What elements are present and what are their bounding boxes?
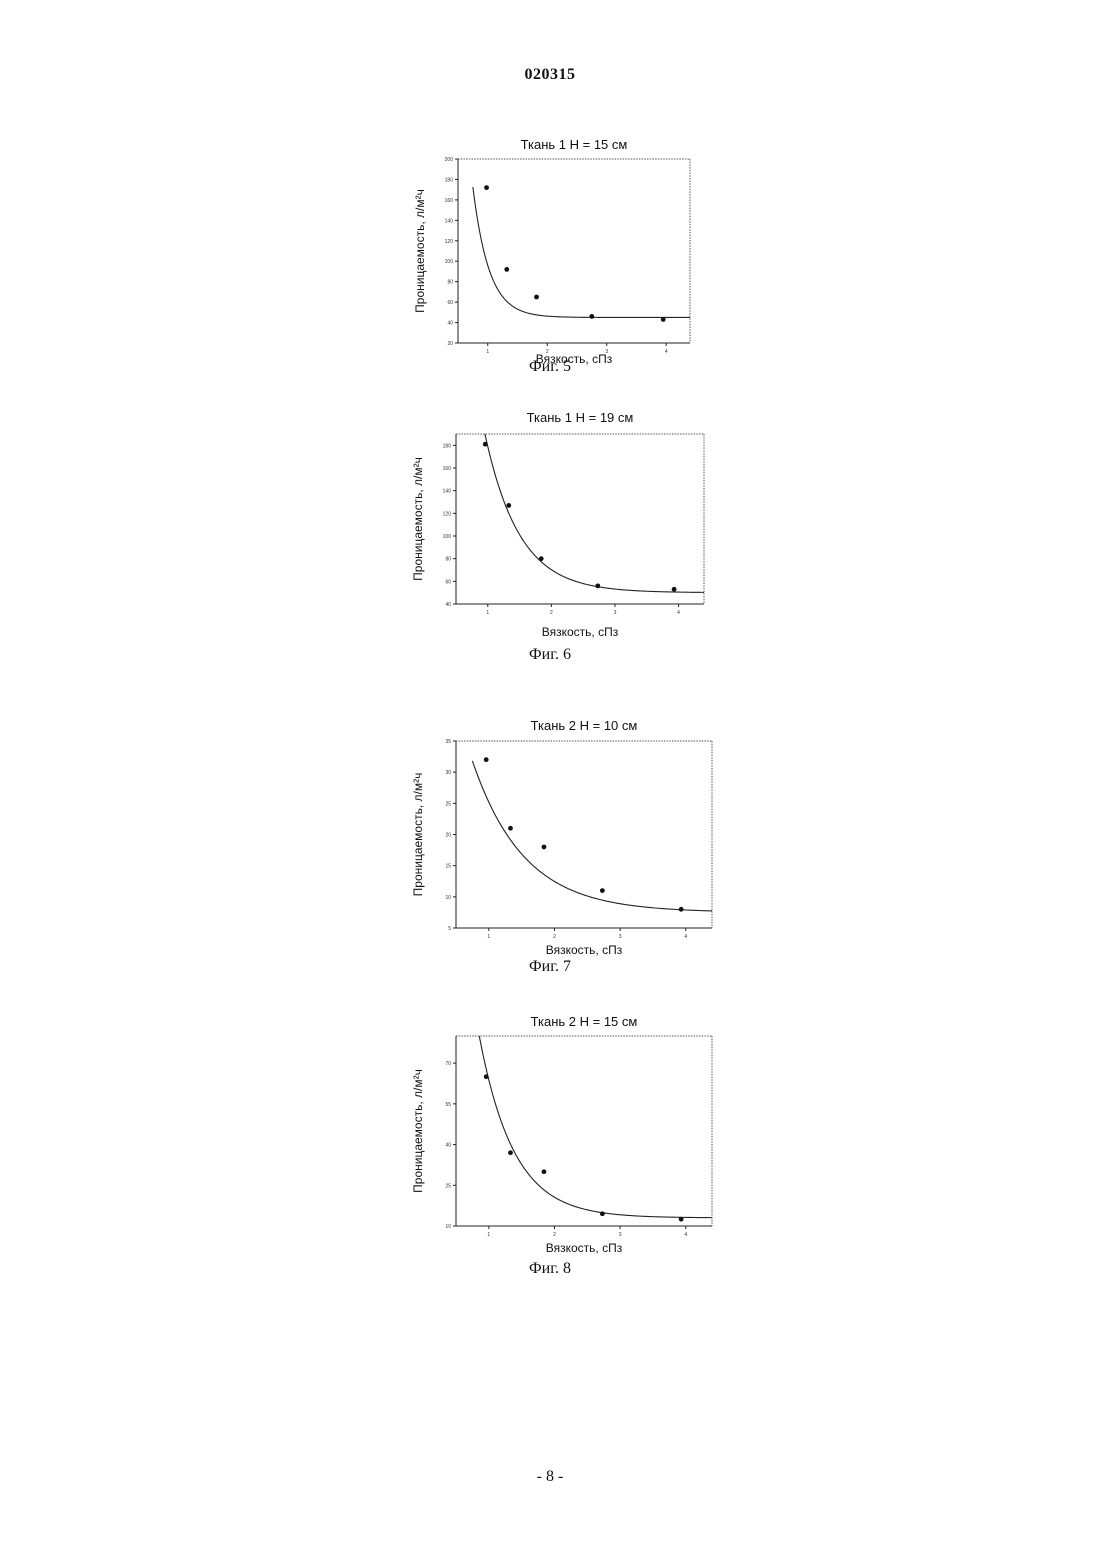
x-tick-label: 3 [614, 610, 617, 616]
document-number: 020315 [0, 66, 1100, 84]
y-axis-label: Проницаемость, л/м²ч [411, 773, 425, 897]
x-tick-label: 1 [487, 1232, 490, 1238]
fit-curve [472, 996, 712, 1218]
x-tick-label: 2 [553, 934, 556, 940]
y-tick-label: 30 [445, 770, 451, 776]
data-point [679, 907, 684, 912]
chart-title: Ткань 1 H = 19 см [527, 410, 634, 425]
data-point [504, 267, 509, 272]
x-axis-label: Вязкость, сПз [542, 625, 619, 639]
x-tick-label: 4 [684, 934, 687, 940]
chart-fig-7: Ткань 2 H = 10 см 1 2 3 4 5 10 15 20 25 30 35 Вязкос… [0, 708, 1100, 958]
y-tick-label: 160 [445, 198, 454, 204]
figure-caption: Фиг. 6 [0, 646, 1100, 664]
y-tick-label: 80 [445, 557, 451, 563]
data-point [534, 295, 539, 300]
chart-title: Ткань 2 H = 15 см [531, 1014, 638, 1029]
y-tick-label: 160 [443, 466, 452, 472]
data-point [679, 1217, 684, 1222]
y-axis-label: Проницаемость, л/м²ч [413, 189, 427, 313]
data-point [661, 317, 666, 322]
y-tick-label: 180 [445, 177, 454, 183]
y-tick-label: 15 [445, 864, 451, 870]
x-tick-label: 3 [619, 934, 622, 940]
data-point [589, 314, 594, 319]
figure-5: Ткань 1 H = 15 см12342040608010012014016… [0, 125, 1100, 380]
data-point [484, 757, 489, 762]
y-tick-label: 80 [447, 280, 453, 286]
chart-fig-6: Ткань 1 H = 19 см 1 2 3 4 40 60 80 100 120 140 160 1… [0, 400, 1100, 640]
y-tick-label: 70 [445, 1061, 451, 1067]
data-point [542, 1169, 547, 1174]
figure-8: Ткань 2 H = 15 см 1 2 3 4 10 25 40 55 70 Вязкость,… [0, 1004, 1100, 1284]
y-tick-label: 100 [445, 259, 454, 265]
data-point [484, 185, 489, 190]
y-tick-label: 25 [445, 1183, 451, 1189]
y-axis-label: Проницаемость, л/м²ч [411, 1069, 425, 1193]
data-point [483, 442, 488, 447]
data-point [506, 503, 511, 508]
y-tick-label: 40 [447, 321, 453, 327]
page-number: - 8 - [0, 1468, 1100, 1486]
fit-curve [473, 187, 690, 317]
x-tick-label: 1 [487, 934, 490, 940]
y-tick-label: 140 [443, 489, 452, 495]
y-tick-label: 35 [445, 739, 451, 745]
y-tick-label: 20 [445, 833, 451, 839]
data-point [672, 587, 677, 592]
chart-title: Ткань 2 H = 10 см [531, 718, 638, 733]
y-tick-label: 200 [445, 157, 454, 163]
x-tick-label: 1 [486, 610, 489, 616]
x-tick-label: 4 [665, 349, 668, 355]
figure-6: Ткань 1 H = 19 см 1 2 3 4 40 60 80 100 120 140 160 1… [0, 400, 1100, 670]
y-tick-label: 60 [445, 579, 451, 585]
x-tick-label: 2 [550, 610, 553, 616]
chart-fig-8: Ткань 2 H = 15 см 1 2 3 4 10 25 40 55 70 Вязкость,… [0, 1004, 1100, 1254]
figure-caption: Фиг. 5 [0, 358, 1100, 376]
y-tick-label: 40 [445, 1143, 451, 1149]
y-tick-label: 60 [447, 300, 453, 306]
y-tick-label: 120 [443, 511, 452, 517]
y-tick-label: 5 [448, 926, 451, 932]
y-tick-label: 140 [445, 218, 454, 224]
chart-fig-5: Ткань 1 H = 15 см12342040608010012014016… [0, 125, 1100, 355]
data-point [484, 1074, 489, 1079]
y-tick-label: 100 [443, 534, 452, 540]
x-tick-label: 4 [677, 610, 680, 616]
x-axis-label: Вязкость, сПз [546, 943, 623, 957]
fit-curve [472, 761, 712, 911]
fit-curve [472, 361, 704, 593]
y-tick-label: 55 [445, 1102, 451, 1108]
y-tick-label: 10 [445, 895, 451, 901]
data-point [595, 583, 600, 588]
y-tick-label: 10 [445, 1224, 451, 1230]
y-tick-label: 25 [445, 801, 451, 807]
figure-caption: Фиг. 8 [0, 1260, 1100, 1278]
figure-caption: Фиг. 7 [0, 958, 1100, 976]
data-point [600, 1211, 605, 1216]
x-tick-label: 2 [553, 1232, 556, 1238]
x-axis-label: Вязкость, сПз [546, 1241, 623, 1255]
data-point [539, 556, 544, 561]
y-tick-label: 40 [445, 602, 451, 608]
data-point [508, 826, 513, 831]
y-tick-label: 180 [443, 443, 452, 449]
x-tick-label: 1 [486, 349, 489, 355]
y-axis-label: Проницаемость, л/м²ч [411, 457, 425, 581]
y-tick-label: 20 [447, 341, 453, 347]
data-point [542, 845, 547, 850]
y-tick-label: 120 [445, 239, 454, 245]
data-point [508, 1150, 513, 1155]
chart-title: Ткань 1 H = 15 см [521, 137, 628, 152]
x-tick-label: 4 [684, 1232, 687, 1238]
x-tick-label: 3 [619, 1232, 622, 1238]
figure-7: Ткань 2 H = 10 см 1 2 3 4 5 10 15 20 25 30 35 Вязкос… [0, 708, 1100, 983]
data-point [600, 888, 605, 893]
